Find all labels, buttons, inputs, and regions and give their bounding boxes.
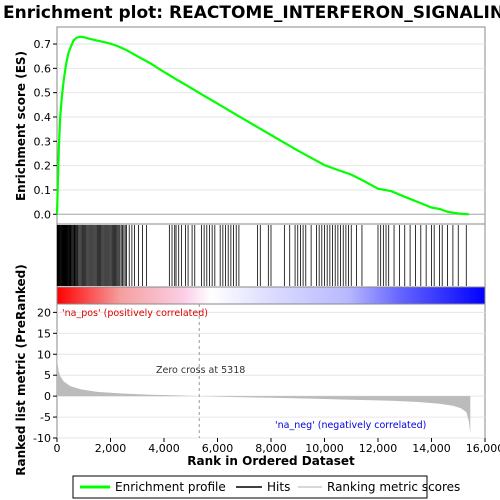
enrichment-profile-line bbox=[55, 35, 469, 216]
x-tick-label: 6,000 bbox=[202, 442, 234, 455]
metric-y-ticks: 20 15 10 5 0 -5 -10 bbox=[33, 306, 57, 445]
x-tick-label: 10,000 bbox=[305, 442, 344, 455]
es-grid bbox=[57, 43, 485, 215]
hit-marks bbox=[56, 225, 467, 286]
es-y-tick-label: 0.6 bbox=[34, 62, 52, 75]
legend-label-hits: Hits bbox=[267, 480, 290, 494]
es-y-tick-label: 0.1 bbox=[34, 184, 52, 197]
metric-y-tick-label: 5 bbox=[44, 369, 51, 382]
es-y-tick-label: 0.5 bbox=[34, 87, 52, 100]
metric-y-tick-label: 0 bbox=[44, 390, 51, 403]
metric-y-tick-label: 20 bbox=[37, 306, 51, 319]
metric-y-axis-label: Ranked list metric (PreRanked) bbox=[14, 264, 28, 476]
neg-annotation: 'na_neg' (negatively correlated) bbox=[275, 420, 426, 431]
es-y-ticks: 0.0 0.1 0.2 0.3 0.4 0.5 0.6 0.7 bbox=[34, 38, 57, 221]
x-tick-label: 16,000 bbox=[466, 442, 500, 455]
legend-label-ranking-metric: Ranking metric scores bbox=[327, 480, 460, 494]
es-y-tick-label: 0.3 bbox=[34, 135, 52, 148]
es-y-axis-label: Enrichment score (ES) bbox=[14, 51, 28, 201]
es-panel-frame bbox=[56, 26, 486, 225]
metric-y-tick-label: 10 bbox=[37, 348, 51, 361]
x-tick-label: 14,000 bbox=[412, 442, 451, 455]
es-y-tick-label: 0.0 bbox=[34, 208, 52, 221]
zero-cross-annotation: Zero cross at 5318 bbox=[156, 365, 245, 376]
metric-y-tick-label: -10 bbox=[33, 432, 51, 445]
x-tick-label: 4,000 bbox=[148, 442, 180, 455]
x-tick-label: 0 bbox=[54, 442, 61, 455]
metric-y-tick-label: 15 bbox=[37, 327, 51, 340]
legend-label-enrichment-profile: Enrichment profile bbox=[115, 480, 226, 494]
x-tick-label: 8,000 bbox=[255, 442, 287, 455]
metric-y-tick-label: -5 bbox=[40, 411, 51, 424]
x-tick-label: 12,000 bbox=[359, 442, 398, 455]
x-axis-ticks: 0 2,000 4,000 6,000 8,000 10,000 12,000 14,000 1… bbox=[54, 438, 500, 455]
es-y-tick-label: 0.7 bbox=[34, 38, 52, 51]
chart-title: Enrichment plot: REACTOME_INTERFERON_SIG… bbox=[3, 3, 500, 23]
x-axis-label: Rank in Ordered Dataset bbox=[187, 454, 355, 468]
rank-color-bar bbox=[56, 286, 486, 305]
es-y-tick-label: 0.2 bbox=[34, 160, 52, 173]
metric-panel-frame bbox=[56, 303, 486, 439]
x-tick-label: 2,000 bbox=[95, 442, 127, 455]
pos-annotation: 'na_pos' (positively correlated) bbox=[62, 308, 208, 319]
es-y-tick-label: 0.4 bbox=[34, 111, 52, 124]
